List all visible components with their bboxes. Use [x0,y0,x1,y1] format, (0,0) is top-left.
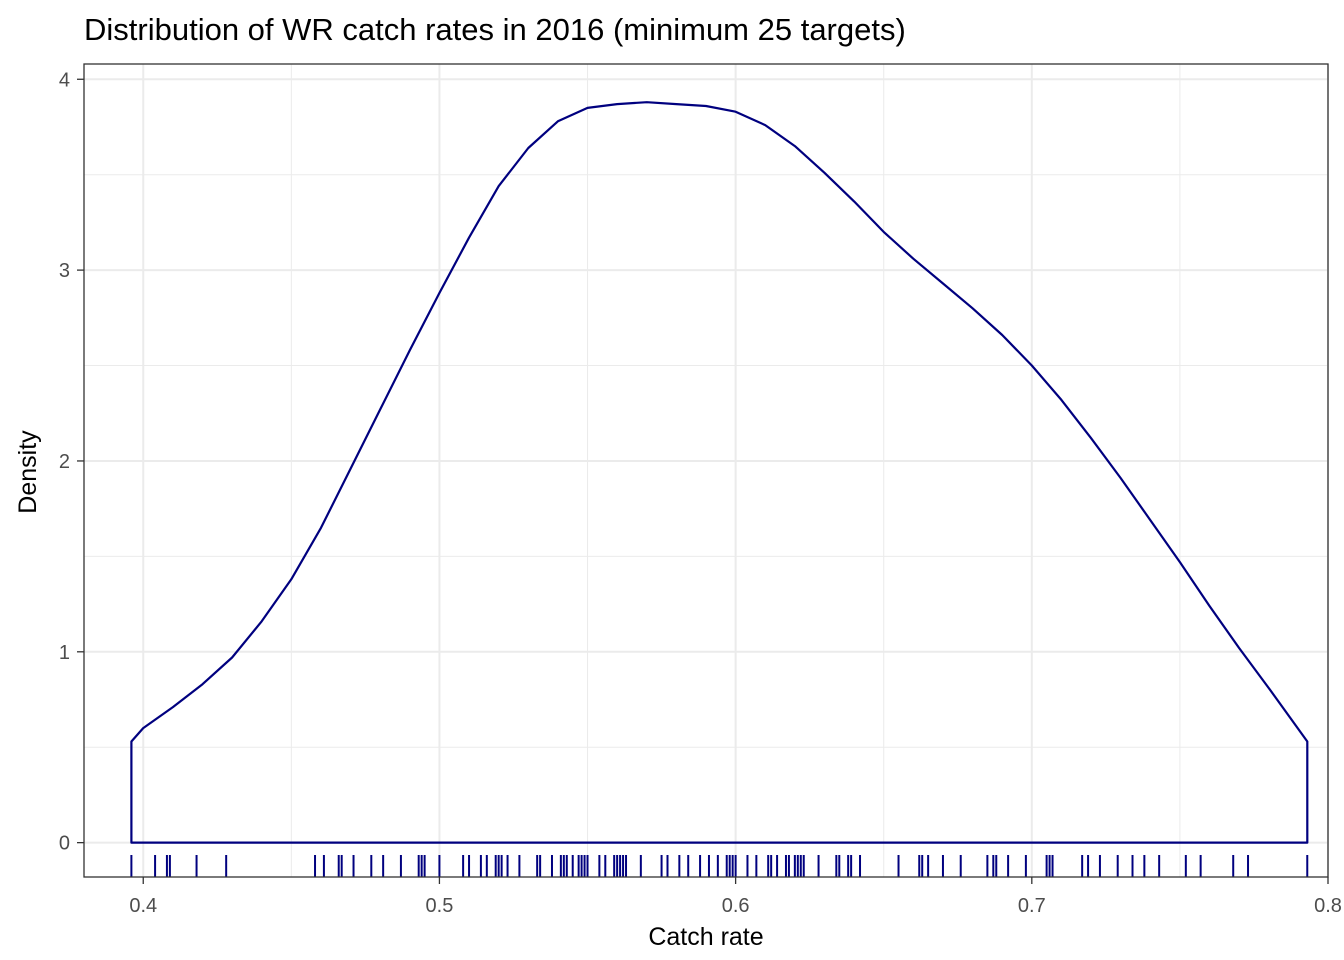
x-axis-title: Catch rate [648,923,763,951]
panel-border [83,63,1329,878]
y-tick-label: 1 [59,642,70,664]
x-tick-label: 0.4 [129,895,157,917]
y-tick-label: 2 [59,451,70,473]
x-tick-label: 0.7 [1018,895,1046,917]
y-tick-label: 4 [59,69,70,91]
y-tick-label: 3 [59,260,70,282]
x-tick-label: 0.8 [1314,895,1342,917]
y-axis-title: Density [14,430,42,514]
chart-title: Distribution of WR catch rates in 2016 (… [84,12,906,47]
y-tick-label: 0 [59,833,70,855]
plot-area: 0.4 0.5 0.6 0.7 0.8 0 1 2 3 4 [59,63,1342,917]
x-tick-label: 0.5 [426,895,454,917]
x-tick-label: 0.6 [722,895,750,917]
density-curve [130,101,1309,844]
